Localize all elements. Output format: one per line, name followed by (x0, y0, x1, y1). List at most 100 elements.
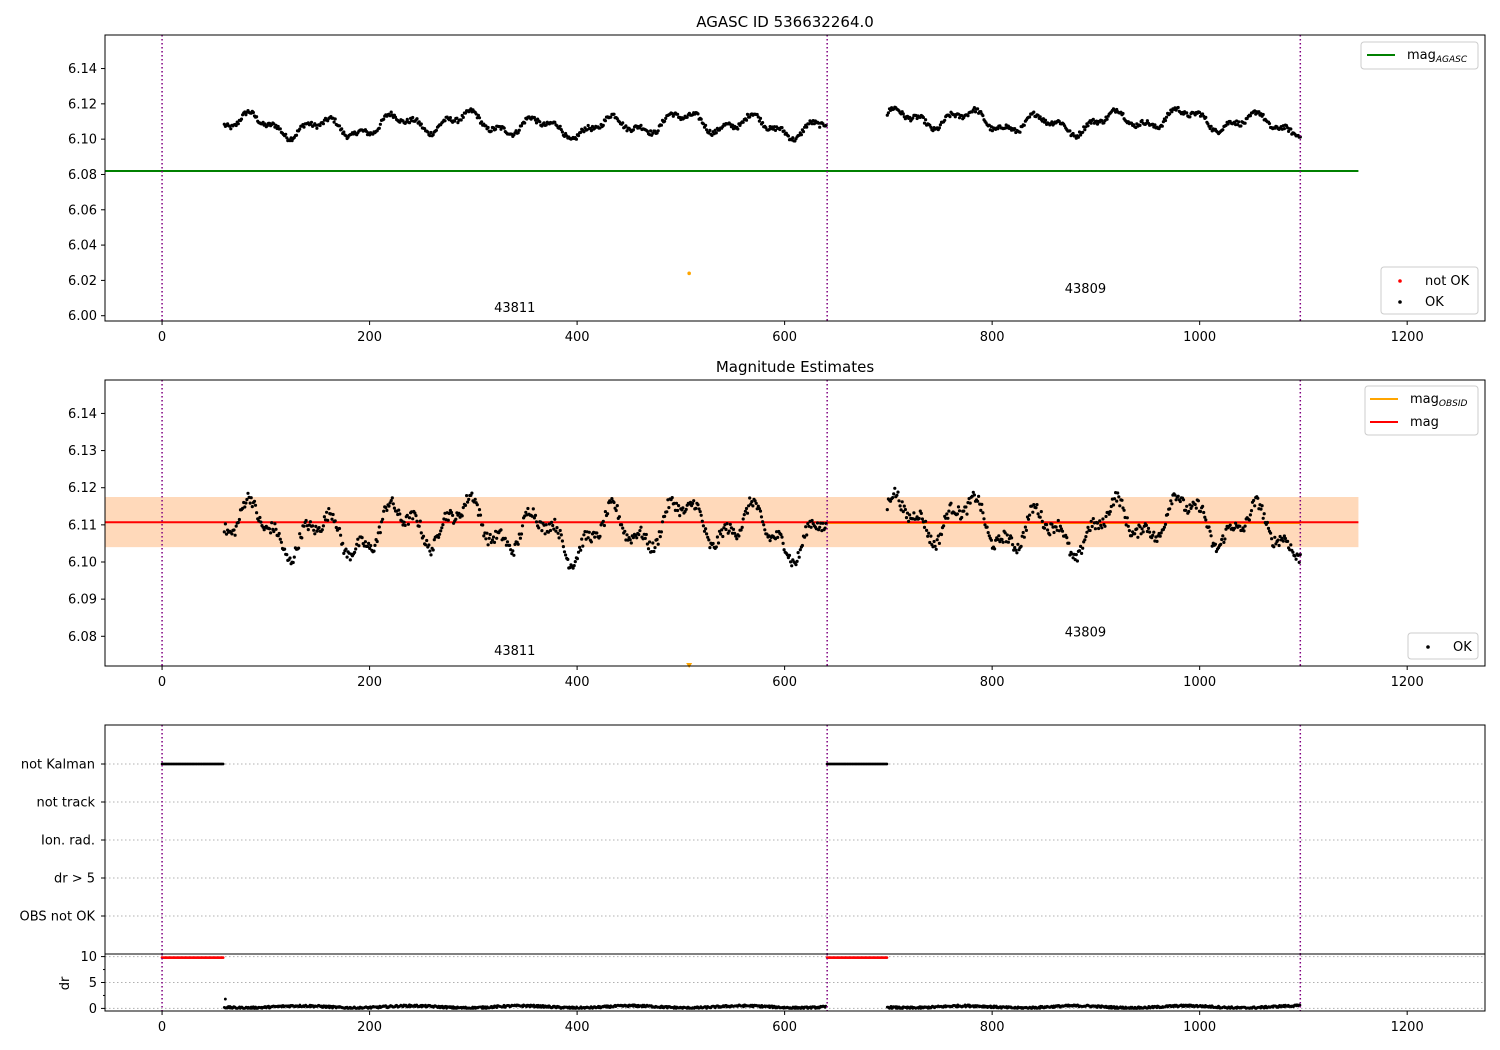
data-point (1221, 128, 1225, 132)
data-point (968, 501, 972, 505)
data-point (665, 510, 669, 514)
x-tick-label: 1200 (1391, 675, 1424, 690)
legend-box (1360, 41, 1479, 70)
data-point (1201, 504, 1205, 508)
data-point (758, 509, 763, 513)
data-point (700, 519, 704, 523)
data-point (782, 129, 786, 133)
data-point (631, 536, 636, 540)
data-point (1026, 517, 1031, 521)
data-point (1219, 542, 1223, 547)
data-point (333, 117, 337, 121)
data-point (223, 997, 227, 1001)
data-point (1163, 522, 1168, 527)
data-point (1273, 535, 1277, 539)
y-tick-label: 6.14 (68, 62, 97, 77)
data-point (421, 534, 426, 538)
data-point (945, 512, 949, 516)
data-point (965, 512, 969, 516)
data-point (482, 534, 486, 538)
data-point (357, 544, 361, 548)
data-point (537, 526, 541, 530)
data-point (1005, 533, 1009, 537)
data-point (742, 513, 746, 517)
y-tick-label: 6.08 (68, 168, 97, 183)
data-point (620, 523, 624, 527)
data-point (461, 115, 465, 119)
data-point (292, 555, 296, 559)
data-point (255, 511, 259, 515)
data-point (252, 499, 257, 503)
data-point (244, 113, 248, 117)
data-point (701, 524, 706, 528)
y-tick-label: 6.10 (68, 133, 97, 148)
data-point (756, 504, 760, 508)
data-point (1021, 530, 1025, 535)
data-point (606, 512, 610, 516)
data-point (612, 112, 616, 116)
data-point (484, 124, 488, 128)
data-point (498, 125, 502, 129)
data-point (685, 115, 689, 119)
data-point (1220, 537, 1224, 542)
chart-title: Magnitude Estimates (716, 358, 874, 376)
data-point (378, 122, 382, 126)
data-point (1297, 560, 1301, 565)
data-point (761, 121, 765, 125)
data-point (936, 534, 940, 538)
data-point (1259, 507, 1263, 511)
data-point (1081, 130, 1085, 134)
data-point (495, 536, 499, 540)
data-point (222, 530, 226, 534)
data-point (1293, 554, 1297, 558)
data-point (643, 536, 647, 541)
data-point (551, 523, 555, 528)
data-point (670, 496, 674, 500)
data-point (1226, 122, 1230, 126)
data-point (560, 130, 565, 134)
data-point (1058, 524, 1062, 528)
data-point (1091, 117, 1095, 121)
data-point (438, 532, 442, 536)
data-point (1190, 504, 1194, 508)
data-point (737, 534, 741, 538)
data-point (1144, 523, 1148, 528)
data-point (411, 517, 415, 521)
data-point (586, 536, 590, 540)
data-point (1188, 115, 1192, 119)
data-point (251, 110, 255, 115)
data-point (502, 126, 506, 130)
data-point (762, 523, 766, 527)
data-point (928, 540, 932, 545)
data-point (291, 560, 295, 565)
data-point (389, 110, 393, 114)
data-point (1084, 535, 1088, 539)
data-point (739, 528, 743, 532)
data-point (892, 492, 896, 496)
data-point (559, 128, 563, 132)
data-point (728, 522, 732, 527)
flag-row-label: Ion. rad. (41, 834, 95, 849)
data-point (789, 560, 793, 564)
y-tick-label: 6.06 (68, 203, 97, 218)
data-point (1120, 498, 1124, 502)
data-point (667, 506, 671, 510)
data-point (761, 520, 765, 524)
data-point (934, 547, 938, 551)
data-point (926, 534, 930, 538)
data-point (1277, 543, 1281, 548)
data-point (908, 115, 912, 119)
data-point (397, 508, 401, 512)
legend-swatch (1398, 279, 1402, 283)
data-point (440, 526, 444, 530)
data-point (1046, 528, 1050, 532)
data-point (750, 500, 754, 504)
data-point (724, 527, 728, 532)
data-point (384, 505, 388, 510)
data-point (658, 535, 662, 539)
data-point (463, 503, 468, 507)
flag-row-label: not track (36, 796, 95, 811)
data-point (753, 499, 757, 503)
data-point (962, 509, 966, 513)
data-point (943, 118, 947, 122)
